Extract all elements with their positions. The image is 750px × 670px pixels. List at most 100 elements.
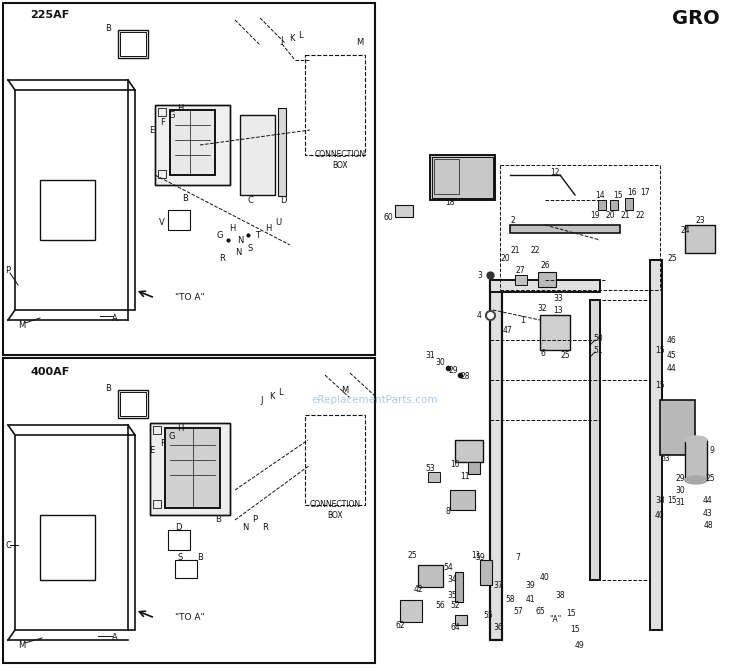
Text: 3: 3 bbox=[477, 271, 482, 279]
Text: 17: 17 bbox=[640, 188, 650, 196]
Text: 20: 20 bbox=[500, 253, 510, 263]
Bar bbox=[240, 115, 275, 195]
Bar bbox=[430, 155, 495, 200]
Bar bbox=[158, 108, 166, 116]
Text: B: B bbox=[197, 553, 203, 563]
Text: A: A bbox=[112, 314, 118, 322]
Text: 13: 13 bbox=[554, 306, 562, 314]
Text: 14: 14 bbox=[596, 190, 604, 200]
Bar bbox=[650, 260, 662, 630]
Text: 40: 40 bbox=[540, 574, 550, 582]
Text: 38: 38 bbox=[656, 496, 664, 505]
Text: 35: 35 bbox=[447, 590, 457, 600]
Text: 37: 37 bbox=[493, 580, 502, 590]
Text: 52: 52 bbox=[450, 600, 460, 610]
Text: M: M bbox=[19, 641, 26, 649]
Text: S: S bbox=[178, 553, 183, 563]
Ellipse shape bbox=[685, 436, 707, 444]
Text: 1: 1 bbox=[520, 316, 525, 324]
Text: U: U bbox=[275, 218, 281, 226]
Text: F: F bbox=[160, 117, 166, 127]
Text: 40: 40 bbox=[655, 511, 664, 519]
Text: 28: 28 bbox=[460, 371, 470, 381]
Text: 15: 15 bbox=[570, 626, 580, 634]
Text: 24: 24 bbox=[680, 226, 690, 234]
Text: 62: 62 bbox=[395, 620, 405, 630]
Bar bbox=[418, 565, 443, 587]
Text: 22: 22 bbox=[635, 210, 645, 220]
Text: 8: 8 bbox=[446, 507, 450, 517]
Text: H: H bbox=[229, 224, 236, 232]
Text: 15: 15 bbox=[656, 346, 664, 354]
Text: 58: 58 bbox=[506, 596, 515, 604]
Bar bbox=[610, 200, 618, 210]
Text: F: F bbox=[160, 438, 166, 448]
Text: 41: 41 bbox=[525, 596, 535, 604]
Bar bbox=[598, 200, 606, 210]
Text: 15: 15 bbox=[566, 608, 576, 618]
Text: 4: 4 bbox=[477, 310, 482, 320]
Text: L: L bbox=[298, 31, 302, 40]
Text: 47: 47 bbox=[503, 326, 513, 334]
Text: 42: 42 bbox=[413, 586, 423, 594]
Text: 25: 25 bbox=[668, 253, 676, 263]
Bar bbox=[455, 440, 483, 462]
Text: C: C bbox=[247, 196, 253, 204]
Text: 30: 30 bbox=[435, 358, 445, 366]
Bar bbox=[590, 300, 600, 580]
Text: 65: 65 bbox=[535, 608, 544, 616]
Text: 25: 25 bbox=[407, 551, 417, 559]
Bar bbox=[432, 157, 493, 198]
Text: K: K bbox=[290, 34, 295, 42]
Bar bbox=[660, 400, 695, 455]
Bar bbox=[685, 440, 707, 480]
Text: B: B bbox=[182, 194, 188, 202]
Text: CONNECTION
BOX: CONNECTION BOX bbox=[314, 150, 365, 170]
Text: 19: 19 bbox=[590, 210, 600, 220]
Bar bbox=[3, 358, 375, 663]
Text: 60: 60 bbox=[383, 212, 393, 222]
Text: 6: 6 bbox=[541, 348, 545, 358]
Bar bbox=[120, 392, 146, 416]
Text: 225AF: 225AF bbox=[30, 10, 69, 20]
Text: 25: 25 bbox=[705, 474, 715, 482]
Text: 20: 20 bbox=[605, 210, 615, 220]
Text: 2: 2 bbox=[511, 216, 515, 224]
Text: 11: 11 bbox=[460, 472, 470, 480]
Text: 57: 57 bbox=[513, 608, 523, 616]
Bar bbox=[490, 280, 502, 640]
Text: B: B bbox=[105, 23, 111, 33]
Text: 21: 21 bbox=[510, 245, 520, 255]
Text: 33: 33 bbox=[553, 293, 562, 302]
Bar bbox=[40, 180, 95, 240]
Text: 39: 39 bbox=[525, 580, 535, 590]
Text: 64: 64 bbox=[450, 624, 460, 632]
Text: 44: 44 bbox=[667, 364, 676, 373]
Bar bbox=[153, 500, 161, 508]
Bar bbox=[434, 159, 459, 194]
Text: 12: 12 bbox=[550, 168, 560, 176]
Text: "TO A": "TO A" bbox=[175, 612, 205, 622]
Bar bbox=[165, 428, 220, 508]
Bar bbox=[170, 110, 215, 175]
Bar bbox=[170, 110, 215, 175]
Text: "A": "A" bbox=[549, 616, 561, 624]
Bar bbox=[150, 423, 230, 515]
Text: L: L bbox=[278, 387, 282, 397]
Text: D: D bbox=[175, 523, 181, 533]
Bar bbox=[480, 560, 492, 585]
Text: N: N bbox=[242, 523, 248, 533]
Text: 54: 54 bbox=[443, 563, 453, 572]
Text: 55: 55 bbox=[483, 610, 493, 620]
Text: 44: 44 bbox=[703, 496, 712, 505]
Bar bbox=[165, 428, 220, 508]
Text: GRO: GRO bbox=[672, 9, 720, 27]
Text: N: N bbox=[237, 235, 243, 245]
Text: 15: 15 bbox=[614, 190, 622, 200]
Bar bbox=[538, 272, 556, 287]
Text: 43: 43 bbox=[703, 509, 712, 517]
Bar bbox=[153, 426, 161, 434]
Text: 46: 46 bbox=[667, 336, 676, 344]
Bar bbox=[455, 572, 463, 602]
Text: 9: 9 bbox=[710, 446, 715, 454]
